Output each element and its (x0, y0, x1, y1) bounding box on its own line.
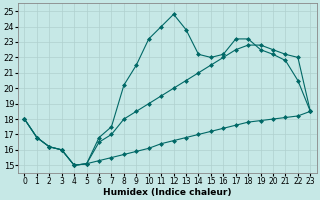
X-axis label: Humidex (Indice chaleur): Humidex (Indice chaleur) (103, 188, 232, 197)
